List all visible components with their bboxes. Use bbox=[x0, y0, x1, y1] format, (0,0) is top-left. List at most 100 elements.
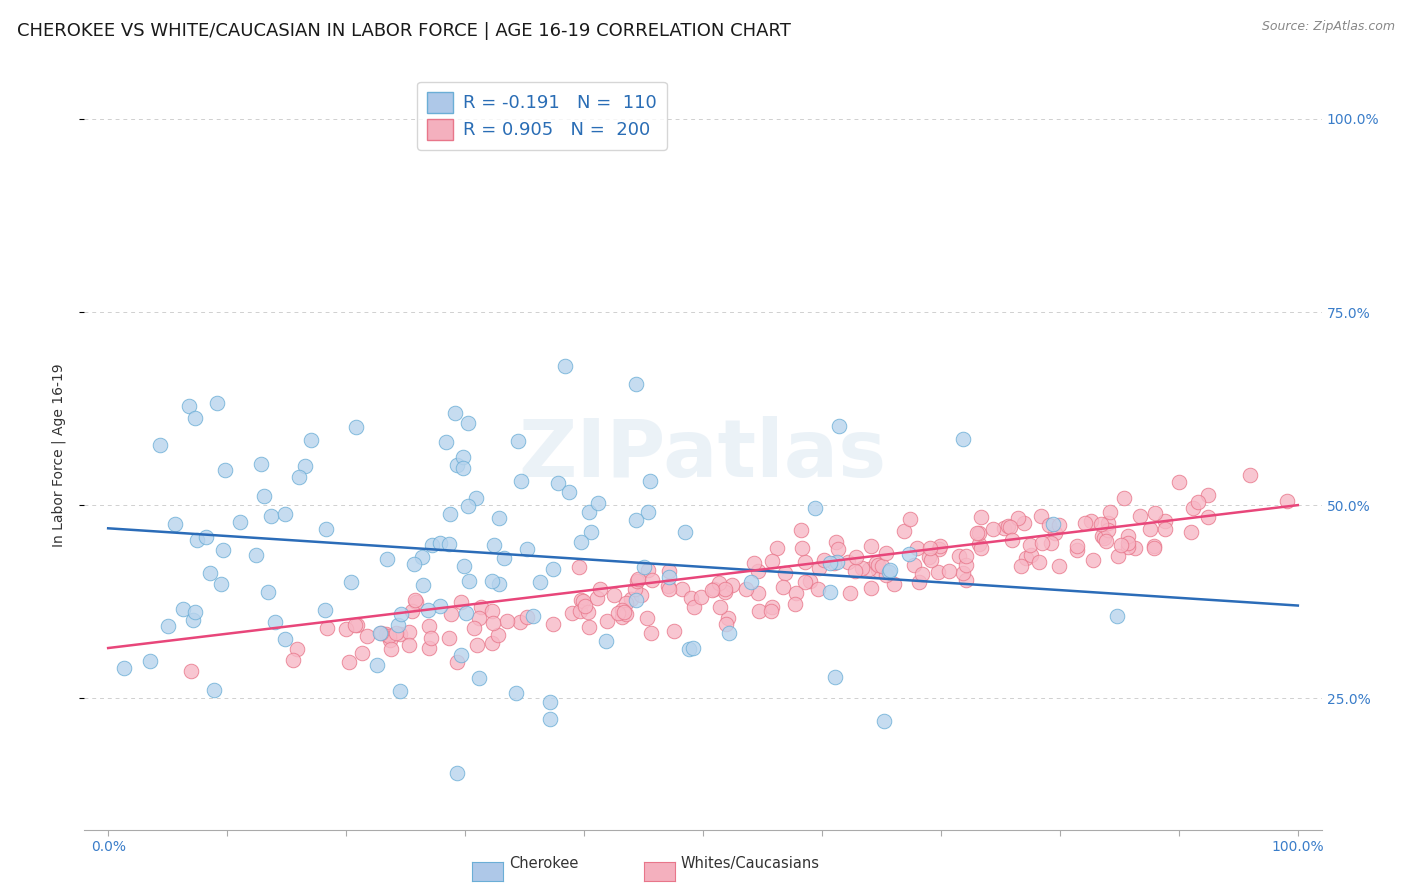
Point bbox=[967, 525, 990, 540]
Point bbox=[875, 567, 897, 582]
Point bbox=[398, 624, 420, 639]
Point bbox=[586, 591, 609, 605]
Point bbox=[578, 605, 600, 619]
Point bbox=[1097, 516, 1119, 530]
Point bbox=[877, 566, 900, 580]
Point bbox=[183, 410, 205, 425]
Point bbox=[482, 538, 505, 552]
Point bbox=[274, 632, 297, 646]
Point bbox=[315, 621, 337, 635]
Point bbox=[813, 553, 835, 567]
Point bbox=[735, 582, 758, 596]
Point bbox=[453, 558, 475, 573]
Point bbox=[1007, 511, 1029, 525]
Point bbox=[470, 599, 492, 614]
Point bbox=[177, 399, 200, 413]
Point bbox=[920, 552, 942, 566]
Point bbox=[250, 457, 273, 471]
Point bbox=[616, 607, 638, 621]
Point bbox=[314, 603, 336, 617]
Point bbox=[245, 549, 267, 563]
Point bbox=[352, 646, 374, 660]
Point bbox=[790, 523, 813, 537]
Point bbox=[875, 546, 897, 560]
Point bbox=[375, 551, 398, 566]
Point bbox=[416, 603, 439, 617]
Point bbox=[690, 590, 713, 604]
Point bbox=[443, 406, 465, 420]
Point bbox=[638, 474, 661, 488]
Point bbox=[581, 524, 603, 539]
Point bbox=[1047, 517, 1070, 532]
Point bbox=[486, 627, 509, 641]
Point bbox=[952, 432, 974, 446]
Point bbox=[948, 549, 970, 563]
Point bbox=[214, 462, 236, 476]
Point bbox=[1080, 514, 1102, 528]
Point bbox=[370, 625, 392, 640]
Point bbox=[454, 606, 477, 620]
Point bbox=[429, 599, 451, 614]
Point bbox=[1187, 495, 1209, 509]
Point bbox=[713, 582, 735, 596]
Point bbox=[626, 377, 648, 392]
Point bbox=[785, 597, 807, 611]
Point bbox=[747, 564, 769, 578]
Point bbox=[1197, 488, 1219, 502]
Point bbox=[993, 521, 1015, 535]
Text: Whites/Caucasians: Whites/Caucasians bbox=[681, 856, 820, 871]
Point bbox=[955, 573, 977, 587]
Point bbox=[1018, 538, 1040, 552]
Point bbox=[184, 605, 207, 619]
Point bbox=[1073, 516, 1095, 531]
Point bbox=[509, 615, 531, 629]
Point bbox=[418, 640, 440, 655]
Point bbox=[613, 605, 636, 619]
Point bbox=[595, 634, 617, 648]
Point bbox=[610, 602, 633, 616]
Point bbox=[952, 566, 974, 581]
Point bbox=[339, 575, 361, 590]
Point bbox=[139, 654, 162, 668]
Point bbox=[578, 505, 600, 519]
Point bbox=[981, 522, 1004, 536]
Point bbox=[636, 611, 658, 625]
Point bbox=[761, 554, 783, 568]
Point bbox=[366, 657, 388, 672]
Point bbox=[823, 556, 845, 570]
Point bbox=[748, 604, 770, 618]
Point bbox=[1042, 516, 1064, 531]
Point bbox=[808, 561, 831, 575]
Point bbox=[920, 541, 942, 555]
Point bbox=[1083, 552, 1105, 566]
Point bbox=[662, 624, 685, 639]
Point bbox=[1031, 536, 1053, 550]
Point bbox=[1045, 526, 1067, 541]
Point bbox=[468, 671, 491, 685]
Point bbox=[907, 575, 929, 590]
Point bbox=[799, 574, 821, 588]
Point bbox=[574, 599, 596, 613]
Point bbox=[207, 396, 229, 410]
Point bbox=[717, 626, 740, 640]
Point bbox=[929, 539, 952, 553]
Point bbox=[709, 599, 731, 614]
Point bbox=[335, 623, 357, 637]
Point bbox=[554, 359, 576, 373]
Point bbox=[543, 617, 565, 632]
Point bbox=[866, 558, 889, 573]
Point bbox=[1105, 609, 1128, 624]
Point bbox=[385, 626, 408, 640]
Point bbox=[1091, 529, 1114, 543]
Point bbox=[547, 476, 569, 491]
Point bbox=[626, 574, 648, 588]
Point bbox=[1090, 516, 1112, 531]
Point bbox=[1116, 541, 1139, 555]
Point bbox=[966, 526, 988, 541]
Point bbox=[1010, 558, 1032, 573]
Point bbox=[918, 550, 941, 565]
Point bbox=[620, 591, 643, 606]
Point bbox=[411, 549, 433, 564]
Point bbox=[804, 500, 827, 515]
Point bbox=[195, 531, 218, 545]
